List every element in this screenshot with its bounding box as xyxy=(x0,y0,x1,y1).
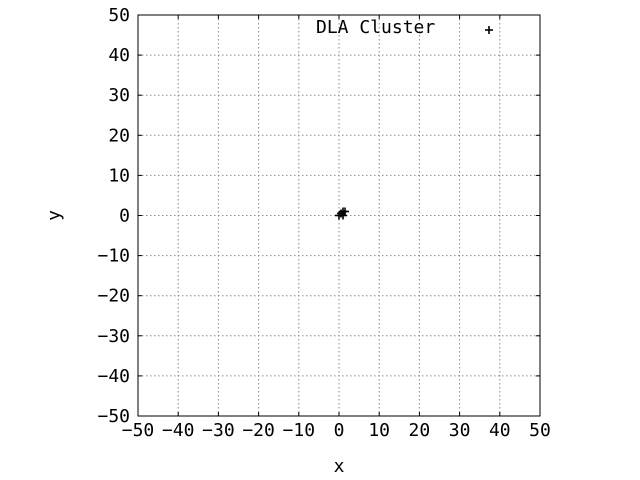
y-tick-label: 50 xyxy=(108,5,130,26)
y-tick-label: 30 xyxy=(108,85,130,106)
x-tick-label: −10 xyxy=(283,420,316,441)
x-tick-label: −30 xyxy=(202,420,235,441)
legend: DLA Cluster xyxy=(316,17,493,38)
legend-marker-symbol xyxy=(485,26,493,34)
y-tick-label: −10 xyxy=(97,246,130,267)
data-point xyxy=(341,207,350,216)
legend-marker xyxy=(485,26,493,34)
x-tick-labels: −50 −40 −30 −20 −10 0 10 20 30 40 50 xyxy=(122,420,551,441)
y-tick-label: 40 xyxy=(108,45,130,66)
y-tick-label: 10 xyxy=(108,165,130,186)
y-tick-label: −40 xyxy=(97,366,130,387)
data-points xyxy=(335,207,350,220)
x-tick-label: −40 xyxy=(162,420,195,441)
y-axis-title: y xyxy=(44,210,65,221)
x-tick-label: 20 xyxy=(409,420,431,441)
legend-label: DLA Cluster xyxy=(316,17,435,38)
y-tick-label: 0 xyxy=(119,206,130,227)
y-tick-label: −20 xyxy=(97,286,130,307)
y-tick-label: −50 xyxy=(97,406,130,427)
x-tick-label: 10 xyxy=(368,420,390,441)
tick-marks xyxy=(137,14,541,417)
x-tick-label: −50 xyxy=(122,420,155,441)
x-axis-title: x xyxy=(334,456,345,477)
x-tick-label: 40 xyxy=(489,420,511,441)
x-tick-label: −20 xyxy=(242,420,275,441)
data-point xyxy=(337,209,346,218)
y-tick-label: −30 xyxy=(97,326,130,347)
y-tick-labels: −50 −40 −30 −20 −10 0 10 20 30 40 50 xyxy=(97,5,130,427)
y-tick-label: 20 xyxy=(108,125,130,146)
x-tick-label: 0 xyxy=(334,420,345,441)
x-tick-label: 30 xyxy=(449,420,471,441)
x-tick-label: 50 xyxy=(529,420,551,441)
